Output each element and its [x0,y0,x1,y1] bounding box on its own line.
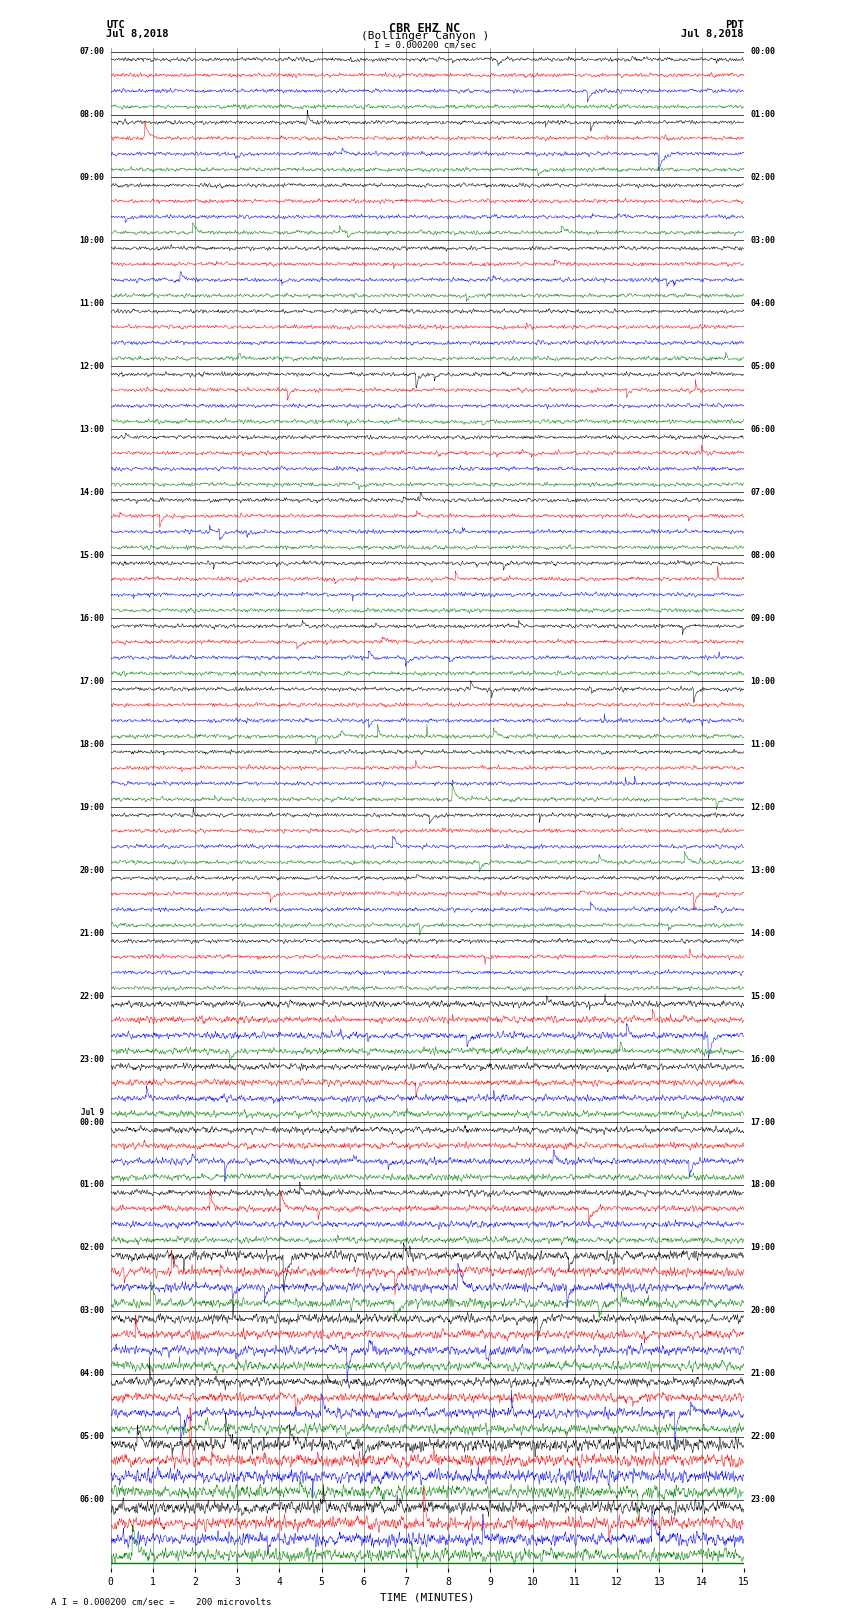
Text: 07:00: 07:00 [750,487,775,497]
Text: 08:00: 08:00 [79,110,105,119]
Text: 21:00: 21:00 [750,1369,775,1379]
Text: 05:00: 05:00 [750,361,775,371]
Text: 06:00: 06:00 [79,1495,105,1505]
Text: 16:00: 16:00 [750,1055,775,1063]
Text: 12:00: 12:00 [750,803,775,811]
Text: 04:00: 04:00 [79,1369,105,1379]
Text: 22:00: 22:00 [750,1432,775,1442]
Text: 02:00: 02:00 [750,173,775,182]
Text: I = 0.000200 cm/sec: I = 0.000200 cm/sec [374,40,476,48]
Text: 19:00: 19:00 [79,803,105,811]
Text: 18:00: 18:00 [79,740,105,748]
Text: 21:00: 21:00 [79,929,105,937]
Text: 07:00: 07:00 [79,47,105,56]
Text: 08:00: 08:00 [750,550,775,560]
Text: 14:00: 14:00 [79,487,105,497]
Text: 23:00: 23:00 [750,1495,775,1505]
Text: 13:00: 13:00 [79,424,105,434]
Text: 01:00: 01:00 [750,110,775,119]
X-axis label: TIME (MINUTES): TIME (MINUTES) [380,1592,474,1602]
Text: 10:00: 10:00 [79,235,105,245]
Text: 03:00: 03:00 [79,1307,105,1316]
Text: 23:00: 23:00 [79,1055,105,1063]
Text: 11:00: 11:00 [750,740,775,748]
Text: CBR EHZ NC: CBR EHZ NC [389,23,461,35]
Text: (Bollinger Canyon ): (Bollinger Canyon ) [361,31,489,40]
Text: 15:00: 15:00 [79,550,105,560]
Text: 06:00: 06:00 [750,424,775,434]
Text: PDT: PDT [725,19,744,31]
Text: 13:00: 13:00 [750,866,775,874]
Text: 09:00: 09:00 [79,173,105,182]
Text: Jul 8,2018: Jul 8,2018 [681,29,744,39]
Text: 20:00: 20:00 [79,866,105,874]
Text: 10:00: 10:00 [750,677,775,686]
Text: 01:00: 01:00 [79,1181,105,1189]
Text: 05:00: 05:00 [79,1432,105,1442]
Text: Jul 9: Jul 9 [81,1108,105,1118]
Text: 02:00: 02:00 [79,1244,105,1252]
Text: 22:00: 22:00 [79,992,105,1000]
Text: 03:00: 03:00 [750,235,775,245]
Text: 16:00: 16:00 [79,615,105,623]
Text: 04:00: 04:00 [750,298,775,308]
Text: 15:00: 15:00 [750,992,775,1000]
Text: Jul 8,2018: Jul 8,2018 [106,29,169,39]
Text: 20:00: 20:00 [750,1307,775,1316]
Text: UTC: UTC [106,19,125,31]
Text: 09:00: 09:00 [750,615,775,623]
Text: 00:00: 00:00 [79,1118,105,1126]
Text: 17:00: 17:00 [79,677,105,686]
Text: 18:00: 18:00 [750,1181,775,1189]
Text: A I = 0.000200 cm/sec =    200 microvolts: A I = 0.000200 cm/sec = 200 microvolts [51,1597,271,1607]
Text: 11:00: 11:00 [79,298,105,308]
Text: 12:00: 12:00 [79,361,105,371]
Text: 19:00: 19:00 [750,1244,775,1252]
Text: 14:00: 14:00 [750,929,775,937]
Text: 17:00: 17:00 [750,1118,775,1126]
Text: 00:00: 00:00 [750,47,775,56]
